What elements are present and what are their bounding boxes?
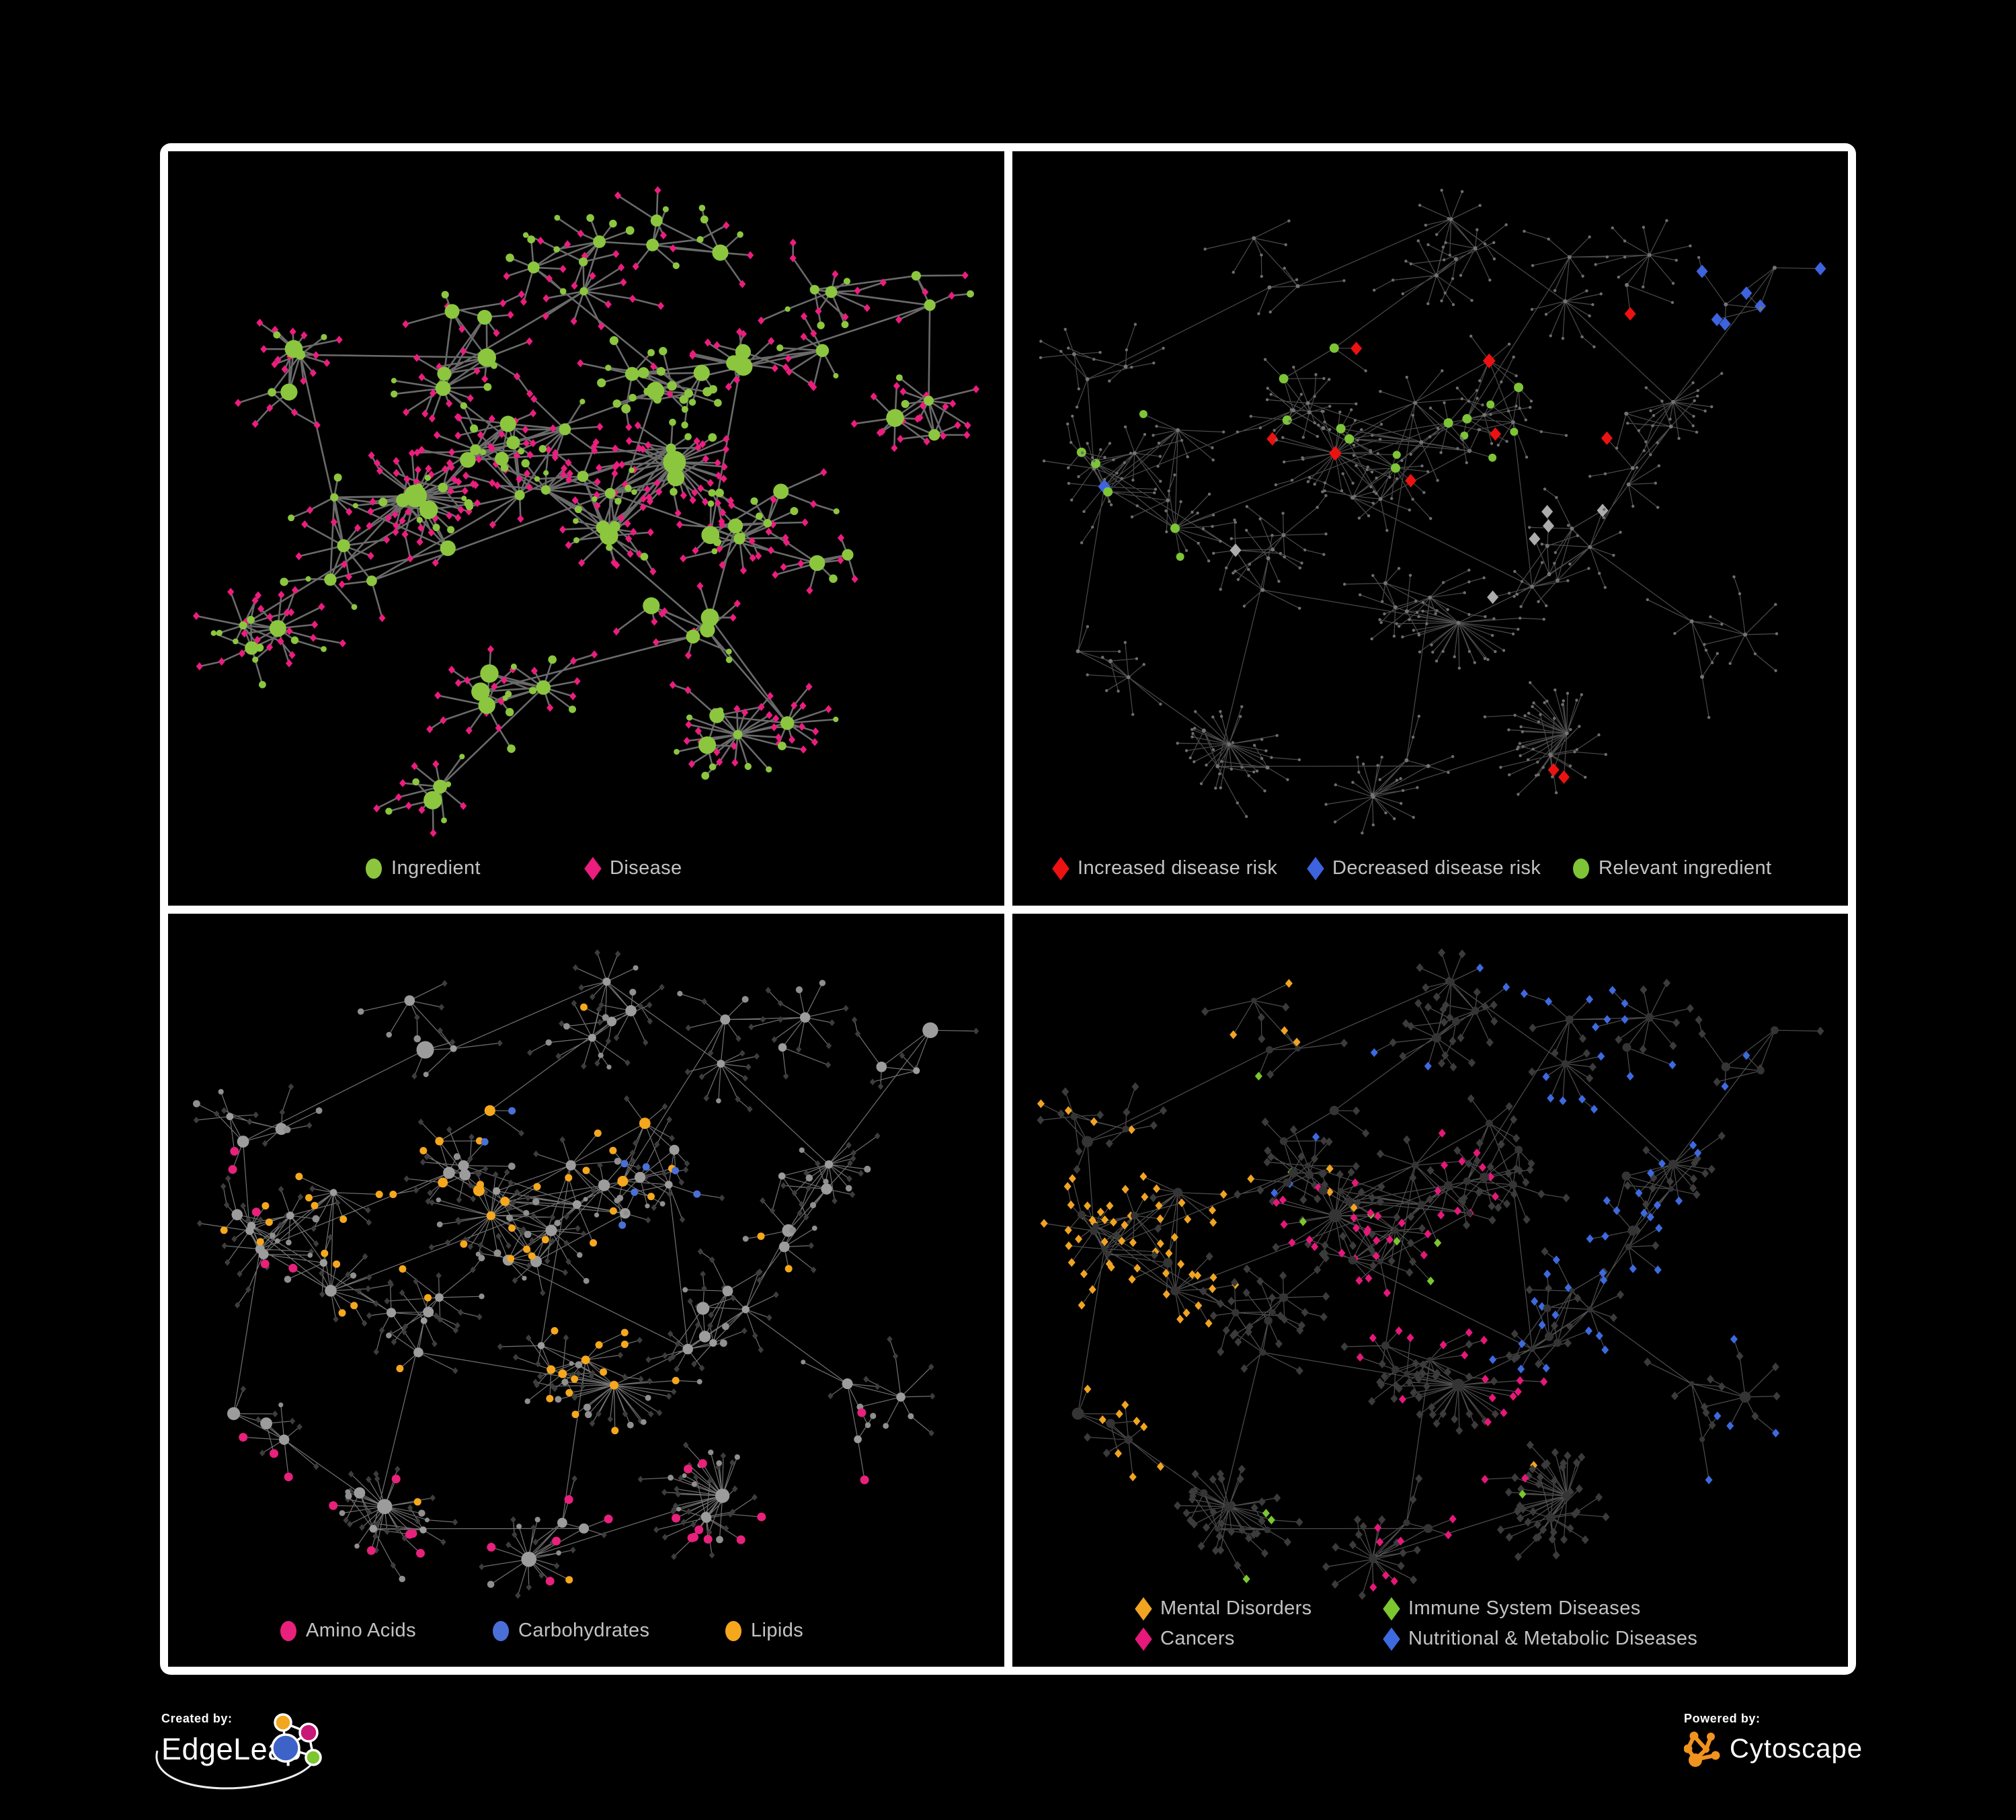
network-edges bbox=[1040, 952, 1821, 1596]
legend-label: Relevant ingredient bbox=[1599, 857, 1772, 879]
network-circle-nodes bbox=[1070, 978, 1779, 1564]
network-circle-nodes bbox=[481, 1107, 701, 1229]
ellipse-swatch-icon bbox=[725, 1620, 741, 1641]
network-circle-nodes bbox=[220, 1003, 793, 1584]
diamond-swatch-icon bbox=[584, 857, 602, 880]
ellipse-swatch-icon bbox=[366, 858, 382, 879]
legend-label: Mental Disorders bbox=[1160, 1597, 1312, 1619]
diamond-swatch-icon bbox=[1052, 857, 1070, 880]
network-graph bbox=[193, 949, 979, 1599]
network-graph bbox=[1037, 948, 1824, 1600]
network-diamond-nodes bbox=[1696, 262, 1826, 331]
legend-item-mental-disorders: Mental Disorders bbox=[1135, 1597, 1312, 1620]
legend-label: Cancers bbox=[1160, 1628, 1235, 1649]
ellipse-swatch-icon bbox=[1573, 858, 1589, 879]
network-diamond-nodes bbox=[192, 186, 980, 837]
panel-ingredient-disease: Ingredient Disease bbox=[168, 151, 1004, 906]
cytoscape-logo-icon bbox=[1684, 1731, 1720, 1767]
figure-grid: Ingredient Disease Increased disease risk… bbox=[160, 143, 1856, 1675]
legend-item-increased-disease-risk: Increased disease risk bbox=[1052, 857, 1278, 880]
diamond-swatch-icon bbox=[1135, 1597, 1152, 1620]
legend-item-cancers: Cancers bbox=[1135, 1627, 1235, 1651]
network-diamond-nodes bbox=[1037, 979, 1538, 1482]
network-graph bbox=[1039, 188, 1826, 835]
legend-item-relevant-ingredient: Relevant ingredient bbox=[1573, 857, 1771, 879]
edgeleap-node-pink bbox=[298, 1723, 319, 1743]
created-by-block: Created by: EdgeLeap bbox=[155, 1712, 511, 1806]
network-circle-nodes bbox=[228, 1146, 869, 1586]
network-circle-nodes bbox=[1076, 343, 1524, 561]
legend-item-amino-acids: Amino Acids bbox=[280, 1620, 416, 1642]
legend-item-nutritional-metabolic-diseases: Nutritional & Metabolic Diseases bbox=[1383, 1627, 1698, 1651]
ellipse-swatch-icon bbox=[493, 1620, 509, 1641]
network-circle-nodes bbox=[210, 204, 974, 824]
edgeleap-logo-icon bbox=[155, 1713, 322, 1790]
legend-item-immune-system-diseases: Immune System Diseases bbox=[1383, 1597, 1641, 1620]
legend-label: Amino Acids bbox=[306, 1620, 416, 1641]
network-diamond-nodes bbox=[1229, 504, 1609, 604]
legend-label: Decreased disease risk bbox=[1332, 857, 1541, 879]
diamond-swatch-icon bbox=[1135, 1627, 1152, 1651]
diamond-swatch-icon bbox=[1383, 1597, 1400, 1620]
diamond-swatch-icon bbox=[1383, 1627, 1400, 1651]
network-circle-nodes bbox=[1039, 188, 1779, 835]
ellipse-swatch-icon bbox=[280, 1620, 296, 1641]
cytoscape-brand: Cytoscape bbox=[1730, 1733, 1863, 1764]
legend-item-lipids: Lipids bbox=[725, 1620, 803, 1642]
powered-by-label: Powered by: bbox=[1684, 1712, 1761, 1725]
network-edges bbox=[1040, 190, 1821, 834]
edgeleap-node-green bbox=[305, 1749, 322, 1766]
powered-by-block: Powered by: Cytoscape bbox=[1684, 1712, 1966, 1792]
panel-nutrient-classes: Amino Acids Carbohydrates Lipids bbox=[168, 914, 1004, 1667]
legend-label: Nutritional & Metabolic Diseases bbox=[1408, 1628, 1698, 1649]
legend-label: Lipids bbox=[751, 1620, 804, 1641]
legend-label: Increased disease risk bbox=[1078, 857, 1278, 879]
legend-item-decreased-disease-risk: Decreased disease risk bbox=[1307, 857, 1541, 880]
legend-label: Immune System Diseases bbox=[1408, 1597, 1641, 1619]
network-circle-nodes bbox=[193, 965, 914, 1588]
legend-item-carbohydrates: Carbohydrates bbox=[493, 1620, 649, 1642]
edgeleap-node-blue bbox=[271, 1733, 300, 1763]
panel-disease-risk: Increased disease risk Decreased disease … bbox=[1012, 151, 1848, 906]
network-edges bbox=[196, 952, 977, 1596]
network-diamond-nodes bbox=[1242, 1072, 1527, 1583]
legend-label: Ingredient bbox=[391, 857, 481, 879]
network-edges bbox=[195, 189, 977, 834]
legend-item-ingredient: Ingredient bbox=[366, 857, 481, 879]
legend-item-disease: Disease bbox=[584, 857, 682, 880]
diamond-swatch-icon bbox=[1307, 857, 1324, 880]
created-by-label: Created by: bbox=[161, 1712, 233, 1725]
legend-label: Carbohydrates bbox=[518, 1620, 650, 1641]
network-graph bbox=[192, 186, 980, 837]
panel-disease-categories: Mental Disorders Immune System Diseases Ca… bbox=[1012, 914, 1848, 1667]
network-diamond-nodes bbox=[193, 949, 979, 1599]
edgeleap-node-orange bbox=[274, 1713, 292, 1732]
legend-label: Disease bbox=[610, 857, 682, 879]
